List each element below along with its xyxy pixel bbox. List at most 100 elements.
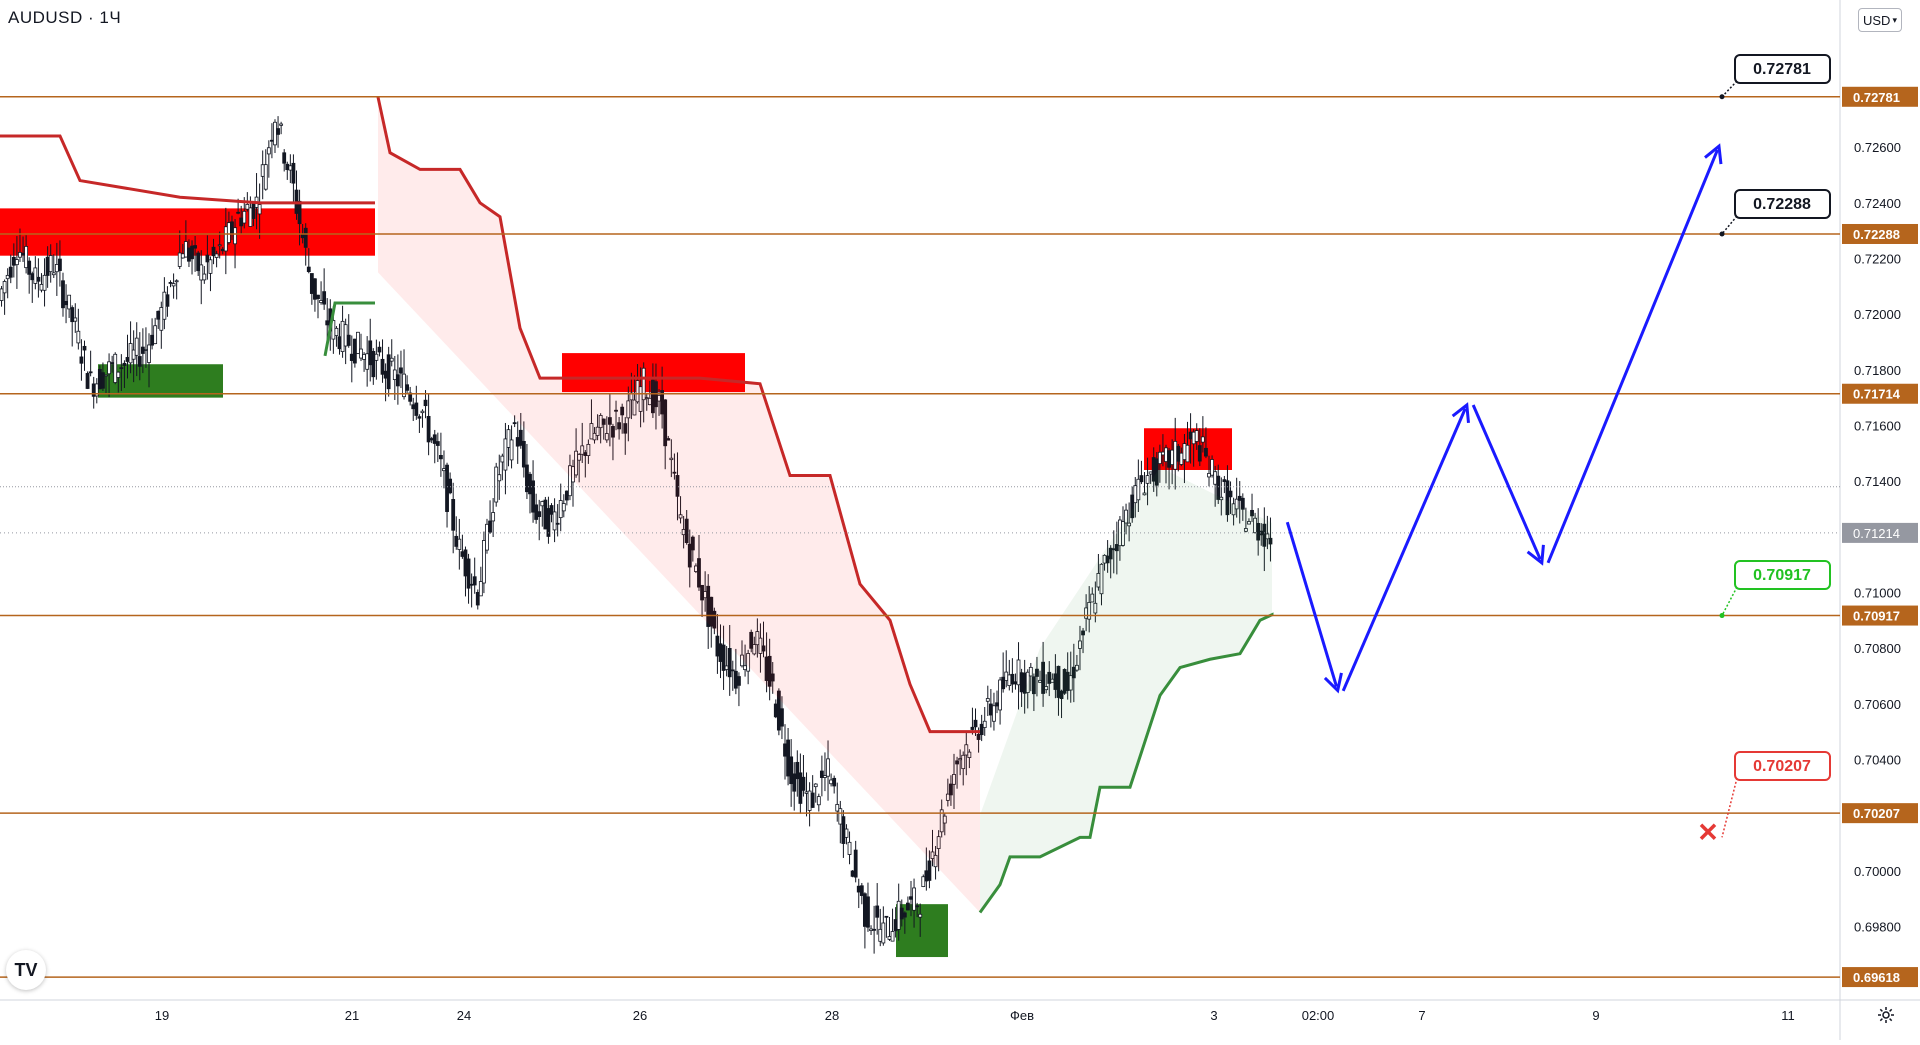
candle-body (270, 139, 274, 142)
candle-body (383, 370, 388, 379)
candle-body (795, 761, 800, 780)
candle-body (902, 912, 907, 918)
candle-body (967, 751, 972, 758)
candle-body (506, 429, 511, 448)
gear-icon[interactable] (1874, 1003, 1898, 1027)
candle-body (14, 259, 19, 266)
candle-body (1191, 431, 1196, 445)
candle-body (1243, 528, 1248, 532)
candle-body (518, 429, 523, 446)
candle-body (1188, 431, 1193, 440)
candle-body (528, 473, 532, 495)
candle-body (1099, 563, 1104, 595)
candle-body (970, 726, 975, 730)
x-tick-label: 21 (345, 1008, 359, 1023)
candle-body (847, 841, 852, 855)
candle-body (380, 358, 385, 375)
candle-body (949, 783, 953, 796)
level-tag-label: 0.69618 (1853, 970, 1900, 985)
candle-body (1108, 547, 1113, 560)
candle-body (595, 426, 600, 436)
candle-body (165, 294, 170, 307)
support-zone (896, 904, 948, 958)
candle-body (641, 367, 646, 401)
level-tag (1842, 803, 1918, 824)
candle-body (1197, 445, 1202, 462)
candle-body (208, 259, 213, 274)
candle-body (752, 644, 757, 655)
callout-label: 0.70207 (1753, 758, 1811, 775)
callout-pointer (1721, 586, 1738, 616)
candle-body (832, 777, 837, 787)
candle-body (1047, 671, 1052, 684)
candle-body (334, 327, 339, 336)
candle-body (1001, 676, 1006, 690)
candle-body (1228, 490, 1233, 498)
candle-body (137, 356, 142, 367)
candle-body (890, 931, 895, 942)
candle-body (73, 317, 78, 322)
candle-body (927, 860, 932, 881)
currency-button[interactable]: USD ▾ (1858, 8, 1902, 32)
candle-body (1105, 555, 1110, 564)
candle-body (1139, 475, 1144, 483)
candle-body (70, 307, 75, 323)
projection-arrowhead (1451, 402, 1470, 424)
candle-body (2, 281, 7, 294)
candle-body (1044, 686, 1049, 691)
candle-body (236, 211, 241, 214)
candle-body (1194, 430, 1199, 442)
candle-body (147, 344, 151, 363)
candle-body (300, 234, 305, 239)
candle-body (466, 558, 471, 589)
level-tag-label: 0.71714 (1853, 387, 1901, 402)
y-tick-label: 0.70400 (1854, 752, 1901, 767)
bull-trend-line (978, 612, 1274, 914)
candle-body (1200, 436, 1205, 443)
candle-body (1013, 681, 1018, 685)
candle-body (881, 922, 886, 944)
candle-body (226, 222, 231, 243)
candle-body (1087, 602, 1092, 620)
candle-body (150, 334, 154, 346)
candle-body (110, 362, 115, 365)
candle-body (420, 410, 425, 414)
candle-body (1019, 672, 1024, 693)
candle-body (88, 371, 93, 374)
candle-body (1210, 459, 1214, 476)
callout-box (1734, 751, 1831, 781)
candle-body (675, 475, 680, 497)
candle-body (537, 511, 542, 518)
candle-body (119, 367, 124, 370)
candle-body (973, 719, 978, 728)
candle-body (183, 241, 188, 258)
candle-body (291, 162, 296, 184)
candle-body (1216, 475, 1221, 500)
candle-body (42, 274, 47, 291)
level-tag-label: 0.72288 (1853, 227, 1900, 242)
tradingview-logo[interactable]: TV (6, 950, 46, 990)
candle-body (11, 256, 16, 266)
candle-body (159, 307, 164, 331)
candle-body (131, 349, 136, 360)
candle-body (451, 499, 456, 531)
candle-body (620, 406, 625, 416)
candle-body (835, 804, 840, 812)
candle-body (205, 254, 210, 263)
candle-body (435, 441, 440, 446)
candle-body (982, 720, 987, 728)
candle-body (1035, 668, 1039, 677)
candle-body (561, 503, 566, 512)
candle-body (1010, 673, 1015, 685)
candle-body (260, 164, 265, 177)
candle-body (411, 404, 416, 410)
candle-body (122, 362, 127, 366)
candle-body (521, 440, 526, 468)
candle-body (79, 356, 84, 364)
candle-body (469, 583, 474, 586)
candle-body (623, 423, 628, 434)
candle-body (899, 907, 904, 920)
candle-body (97, 368, 102, 390)
